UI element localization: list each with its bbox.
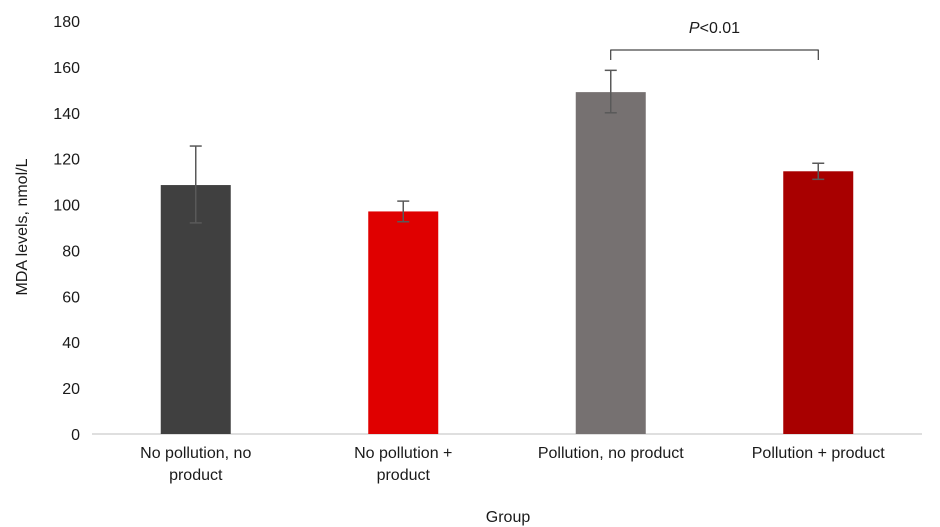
error-bar: [812, 162, 825, 181]
x-axis-title: Group: [486, 509, 531, 526]
x-category-label: Pollution, no product: [538, 445, 684, 462]
bars: [160, 92, 854, 434]
y-tick-label: 100: [53, 198, 80, 215]
error-bars: [189, 69, 825, 224]
bar: [160, 185, 231, 434]
y-tick-label: 0: [71, 427, 80, 444]
p-value-label: P<0.01: [689, 20, 740, 37]
significance-annotation: P<0.01: [610, 20, 819, 60]
y-tick-label: 120: [53, 152, 80, 169]
p-value-symbol: P: [689, 20, 700, 37]
error-bar: [189, 145, 202, 224]
y-axis-ticks: 0 20 40 60 80 100 120 140 160 180: [53, 14, 80, 444]
x-category-label: No pollution, no product: [140, 445, 251, 484]
y-tick-label: 60: [62, 289, 80, 306]
x-category-label: No pollution + product: [354, 445, 452, 484]
y-axis-title: MDA levels, nmol/L: [14, 158, 31, 295]
significance-bracket: [610, 49, 819, 60]
bar: [575, 92, 646, 434]
x-category-label: Pollution + product: [752, 445, 886, 462]
y-tick-label: 180: [53, 14, 80, 31]
p-value-threshold: <0.01: [700, 20, 741, 37]
y-tick-label: 40: [62, 335, 80, 352]
y-tick-label: 20: [62, 381, 80, 398]
bar: [783, 171, 854, 434]
y-tick-label: 160: [53, 60, 80, 77]
error-bar: [397, 200, 410, 223]
x-axis-category-labels: No pollution, no product No pollution + pro…: [140, 445, 885, 484]
y-tick-label: 80: [62, 243, 80, 260]
y-tick-label: 140: [53, 106, 80, 123]
bar: [368, 211, 439, 434]
error-bar: [604, 69, 617, 114]
